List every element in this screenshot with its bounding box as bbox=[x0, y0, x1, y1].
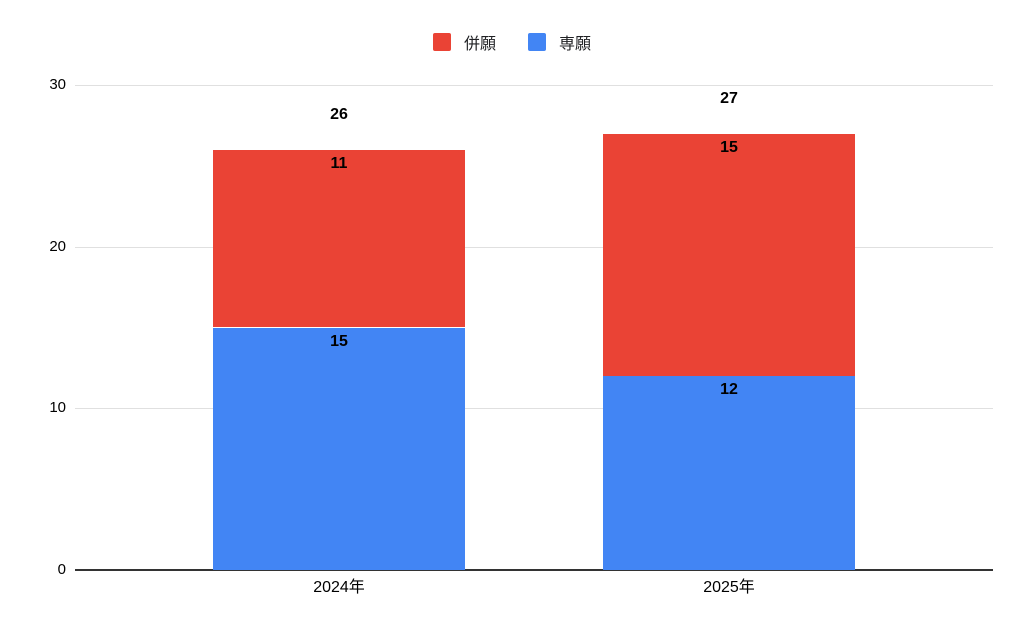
segment-value-label: 15 bbox=[330, 332, 348, 350]
bar-segment[interactable]: 12 bbox=[603, 376, 855, 570]
legend-label-heigan: 併願 bbox=[463, 36, 496, 53]
gridline bbox=[75, 246, 993, 248]
legend-swatch-heigan-icon bbox=[432, 33, 451, 51]
y-tick-label: 30 bbox=[49, 76, 66, 93]
legend-label-sengan: 専願 bbox=[559, 36, 592, 53]
y-tick-label: 20 bbox=[49, 237, 66, 255]
legend-swatch-sengan-icon bbox=[528, 33, 546, 51]
total-value-label: 27 bbox=[720, 89, 738, 107]
gridline bbox=[75, 85, 993, 86]
legend-item-heigan[interactable]: 併願 bbox=[432, 30, 496, 54]
bar-segment[interactable]: 15 bbox=[213, 327, 465, 570]
plot-area: 15 11 26 2024年 12 15 27 2025年 bbox=[75, 85, 993, 596]
segment-value-label: 15 bbox=[720, 138, 738, 156]
bar-segment[interactable]: 11 bbox=[213, 149, 465, 328]
gridline bbox=[75, 408, 993, 410]
total-value-label: 26 bbox=[330, 105, 348, 123]
chart-legend: 併願 専願 bbox=[0, 30, 1024, 54]
legend-item-sengan[interactable]: 専願 bbox=[528, 30, 591, 54]
x-axis-line bbox=[75, 569, 993, 571]
segment-value-label: 11 bbox=[330, 154, 348, 172]
x-category-label: 2025年 bbox=[703, 579, 755, 596]
y-tick-label: 10 bbox=[49, 399, 66, 417]
bar-segment[interactable]: 15 bbox=[603, 133, 855, 376]
y-tick-label: 0 bbox=[57, 561, 66, 578]
segment-value-label: 12 bbox=[720, 381, 738, 398]
x-category-label: 2024年 bbox=[313, 579, 365, 596]
